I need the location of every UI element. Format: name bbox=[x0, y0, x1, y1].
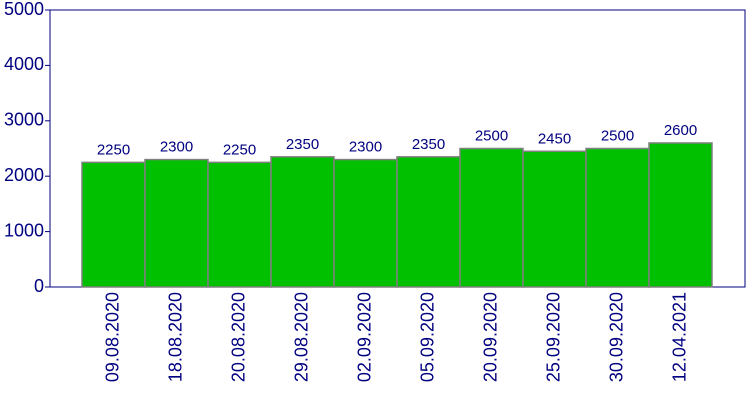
bar bbox=[585, 147, 650, 288]
x-tick-label: 05.09.2020 bbox=[417, 292, 437, 382]
bar bbox=[648, 142, 713, 288]
y-tick-label: 1000 bbox=[4, 220, 44, 240]
bar bbox=[396, 156, 461, 288]
bar bbox=[81, 161, 146, 288]
y-tick-label: 5000 bbox=[4, 0, 44, 19]
x-tick-label: 09.08.2020 bbox=[102, 292, 122, 382]
x-tick-label: 20.09.2020 bbox=[480, 292, 500, 382]
y-tick-label: 0 bbox=[34, 276, 44, 296]
bar bbox=[207, 161, 272, 288]
value-label: 2250 bbox=[97, 141, 130, 158]
y-tick-label: 2000 bbox=[4, 165, 44, 185]
bar bbox=[333, 158, 398, 288]
x-tick-label: 29.08.2020 bbox=[291, 292, 311, 382]
value-label: 2600 bbox=[664, 122, 697, 139]
x-tick-label: 30.09.2020 bbox=[606, 292, 626, 382]
value-label: 2450 bbox=[538, 130, 571, 147]
bar bbox=[270, 156, 335, 288]
x-tick-label: 20.08.2020 bbox=[228, 292, 248, 382]
value-label: 2300 bbox=[160, 139, 193, 156]
bar bbox=[522, 150, 587, 288]
value-label: 2350 bbox=[412, 136, 445, 153]
bar bbox=[459, 147, 524, 288]
y-tick-label: 4000 bbox=[4, 54, 44, 74]
value-label: 2250 bbox=[223, 141, 256, 158]
value-label: 2350 bbox=[286, 136, 319, 153]
value-label: 2500 bbox=[601, 128, 634, 145]
x-tick-label: 18.08.2020 bbox=[165, 292, 185, 382]
x-tick-label: 12.04.2021 bbox=[669, 292, 689, 382]
value-label: 2500 bbox=[475, 128, 508, 145]
y-tick-label: 3000 bbox=[4, 110, 44, 130]
x-tick-label: 02.09.2020 bbox=[354, 292, 374, 382]
bar bbox=[144, 158, 209, 288]
x-tick-label: 25.09.2020 bbox=[543, 292, 563, 382]
value-label: 2300 bbox=[349, 139, 382, 156]
